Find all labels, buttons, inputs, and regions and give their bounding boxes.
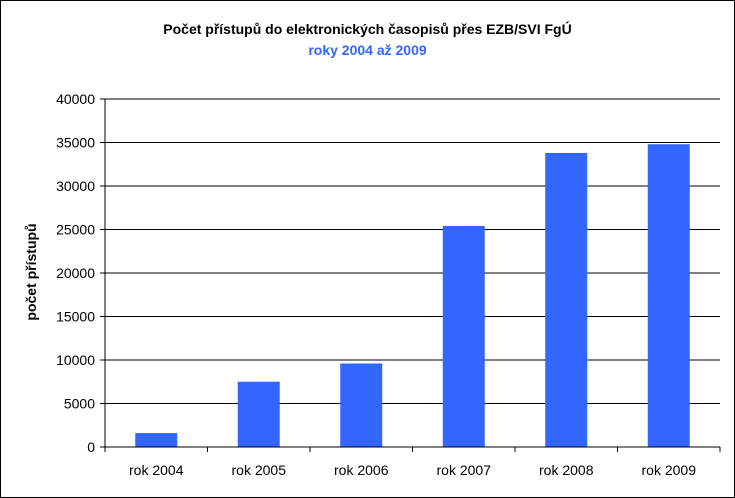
y-tick-label: 30000: [56, 178, 95, 194]
y-tick-label: 40000: [56, 91, 95, 107]
gridlines: [105, 98, 720, 404]
y-tick-label: 15000: [56, 309, 95, 325]
axes: [104, 99, 720, 448]
bars: [135, 144, 690, 448]
bar: [135, 433, 178, 447]
y-axis-ticks: 0 5000 10000 15000 20000 25000 30000 35000 40000: [56, 91, 105, 455]
y-tick-label: 25000: [56, 222, 95, 238]
x-tick-label: rok 2006: [334, 462, 389, 478]
x-axis-ticks: rok 2004 rok 2005 rok 2006 rok 2007 rok 2008…: [104, 447, 721, 478]
x-tick-label: rok 2004: [129, 462, 184, 478]
bar: [237, 381, 280, 447]
bar: [647, 144, 690, 448]
bar: [442, 226, 485, 447]
x-tick-label: rok 2008: [539, 462, 594, 478]
x-tick-label: rok 2005: [232, 462, 287, 478]
y-tick-label: 5000: [64, 396, 95, 412]
bar: [545, 152, 588, 447]
y-tick-label: 35000: [56, 135, 95, 151]
chart-subtitle: roky 2004 až 2009: [308, 42, 427, 58]
x-tick-label: rok 2007: [437, 462, 492, 478]
y-tick-label: 0: [87, 439, 95, 455]
y-tick-label: 10000: [56, 352, 95, 368]
y-axis-label: počet přístupů: [23, 223, 39, 320]
bar: [340, 363, 383, 447]
y-tick-label: 20000: [56, 265, 95, 281]
chart-title: Počet přístupů do elektronických časopis…: [163, 21, 572, 37]
x-tick-label: rok 2009: [642, 462, 697, 478]
